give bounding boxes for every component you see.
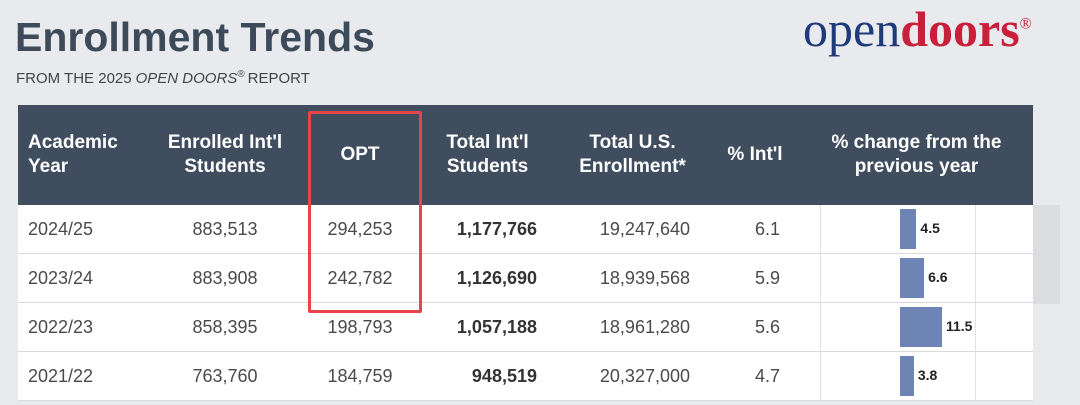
- table-row: 2024/25 883,513 294,253 1,177,766 19,247,640…: [18, 205, 1033, 254]
- title: Enrollment Trends: [15, 14, 375, 60]
- header-row: Academic Year Enrolled Int'l Students OPT T…: [18, 105, 1033, 205]
- guide-line: [975, 254, 976, 302]
- table-cell: 4.7: [710, 351, 800, 401]
- column-header: Total U.S. Enrollment*: [555, 105, 710, 205]
- table-cell: 2022/23: [18, 302, 150, 352]
- table-cell: 18,939,568: [555, 253, 710, 303]
- change-bar: [900, 356, 914, 396]
- guide-line: [820, 254, 821, 302]
- table-row: 2021/22 763,760 184,759 948,519 20,327,000 4.…: [18, 351, 1033, 401]
- column-header: Enrolled Int'l Students: [150, 105, 300, 205]
- highlight-box: [308, 111, 422, 313]
- subtitle-mark: ®: [237, 69, 245, 80]
- subtitle: FROM THE 2025 OPEN DOORS® REPORT: [16, 69, 310, 87]
- change-bar: [900, 258, 925, 298]
- table-cell: 2023/24: [18, 253, 150, 303]
- guide-line: [975, 352, 976, 400]
- change-bar: [900, 307, 942, 347]
- table-row: 2023/24 883,908 242,782 1,126,690 18,939,568…: [18, 253, 1033, 303]
- table-cell: 20,327,000: [555, 351, 710, 401]
- change-cell: 11.5: [800, 302, 1033, 352]
- logo-second: doors: [900, 1, 1020, 57]
- guide-line: [975, 205, 976, 253]
- table-cell: 763,760: [150, 351, 300, 401]
- logo-mark: ®: [1019, 15, 1032, 33]
- table-cell: 18,961,280: [555, 302, 710, 352]
- subtitle-tail: REPORT: [247, 70, 310, 87]
- table-cell: 5.6: [710, 302, 800, 352]
- change-label: 11.5: [945, 318, 973, 334]
- table-cell: 2021/22: [18, 351, 150, 401]
- guide-line: [975, 303, 976, 351]
- table-cell: 1,057,188: [420, 302, 555, 352]
- guide-line: [820, 352, 821, 400]
- table-cell: 883,513: [150, 205, 300, 254]
- table-cell: 2024/25: [18, 205, 150, 254]
- subtitle-lead: FROM THE 2025: [16, 70, 132, 87]
- table-cell: 858,395: [150, 302, 300, 352]
- change-cell: 3.8: [800, 351, 1033, 401]
- column-header: Total Int'l Students: [420, 105, 555, 205]
- logo-first: open: [803, 1, 901, 57]
- table-cell: 1,177,766: [420, 205, 555, 254]
- column-header: OPT: [300, 105, 420, 205]
- table-cell: 184,759: [300, 351, 420, 401]
- table-cell: 948,519: [420, 351, 555, 401]
- guide-line: [820, 205, 821, 253]
- table: Academic Year Enrolled Int'l Students OPT T…: [18, 105, 1033, 401]
- change-bar: [900, 209, 917, 249]
- table-body: 2024/25 883,513 294,253 1,177,766 19,247,640…: [18, 205, 1033, 401]
- subtitle-emphasis: OPEN DOORS: [135, 70, 238, 87]
- table-cell: 1,126,690: [420, 253, 555, 303]
- guide-line: [820, 303, 821, 351]
- table-cell: 242,782: [300, 253, 420, 303]
- table-cell: 883,908: [150, 253, 300, 303]
- logo: opendoors®: [803, 0, 1032, 58]
- column-header: % Int'l: [710, 105, 800, 205]
- table-cell: 294,253: [300, 205, 420, 254]
- table-cell: 5.9: [710, 253, 800, 303]
- table-row: 2022/23 858,395 198,793 1,057,188 18,961,280…: [18, 302, 1033, 352]
- change-cell: 6.6: [800, 253, 1033, 303]
- table-cell: 6.1: [710, 205, 800, 254]
- change-label: 6.6: [928, 269, 948, 285]
- change-cell: 4.5: [800, 205, 1033, 254]
- column-header: Academic Year: [18, 105, 150, 205]
- change-label: 3.8: [917, 367, 938, 383]
- scroll-strip: [1033, 205, 1060, 304]
- column-header: % change from the previous year: [800, 105, 1033, 205]
- change-label: 4.5: [920, 220, 940, 236]
- table-cell: 19,247,640: [555, 205, 710, 254]
